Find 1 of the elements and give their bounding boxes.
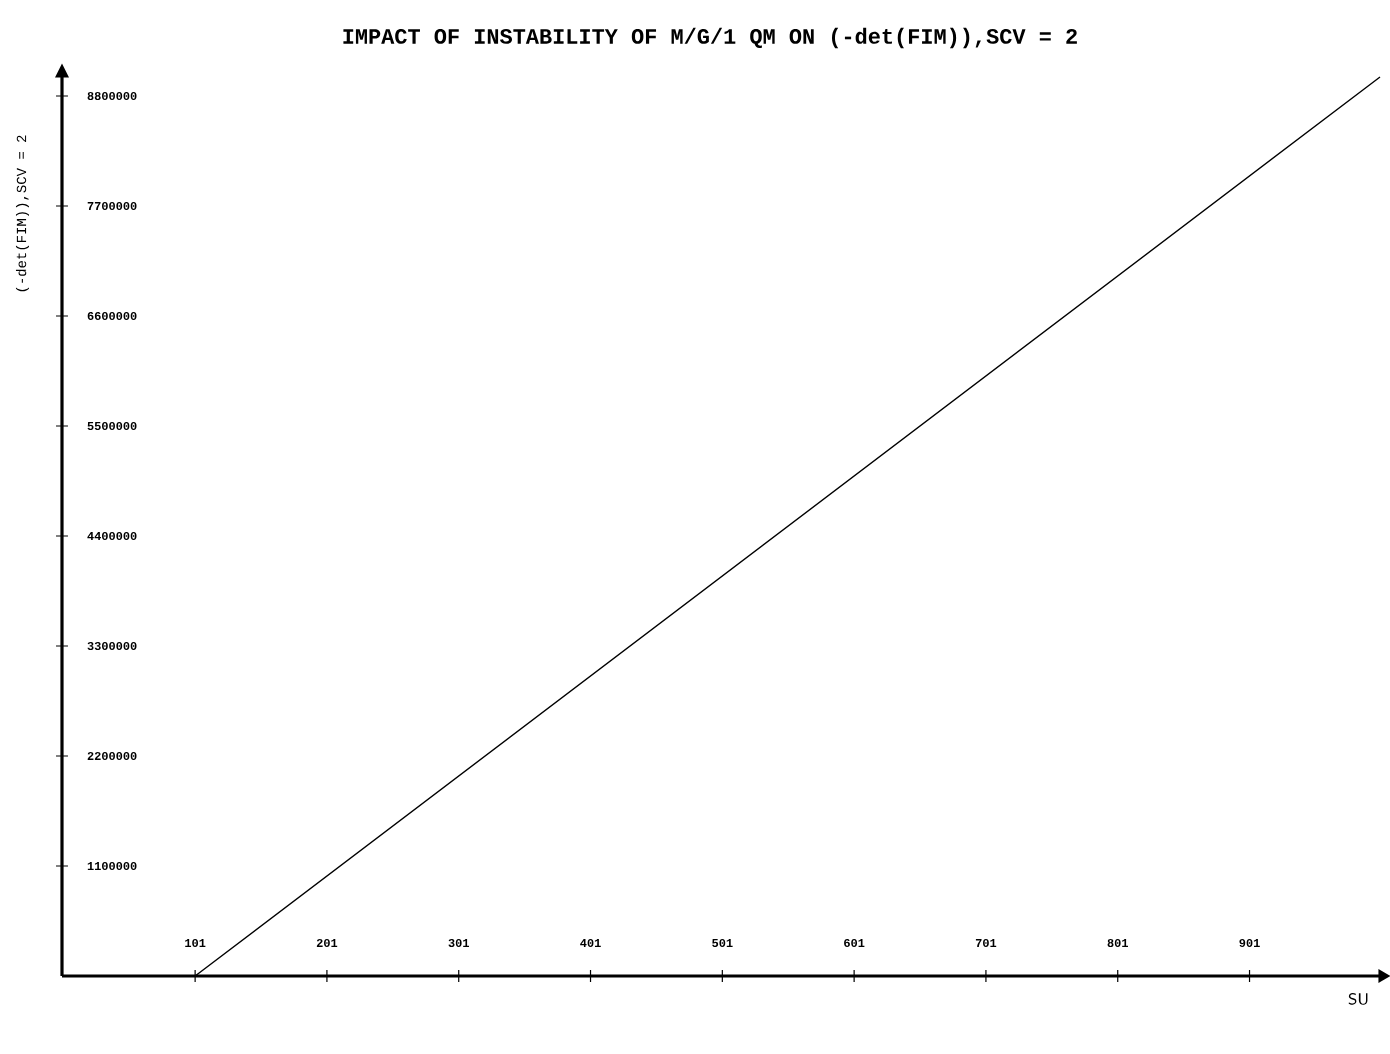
chart-title: IMPACT OF INSTABILITY OF M/G/1 QM ON (-det(FIM)),SCV = 2 [343,27,1077,49]
